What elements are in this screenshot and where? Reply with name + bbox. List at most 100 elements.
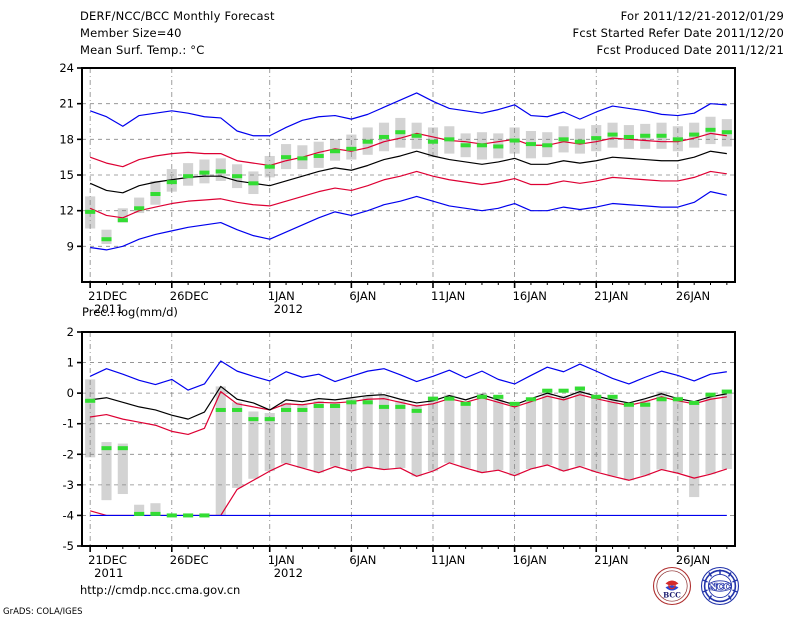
median-marker (101, 237, 112, 242)
spread-bar (248, 411, 259, 479)
spread-bar (362, 396, 373, 468)
x-tick-year-label: 2011 (94, 566, 123, 580)
median-marker (476, 143, 488, 148)
median-marker (232, 174, 243, 179)
median-marker (215, 407, 226, 412)
spread-bar (542, 389, 553, 465)
median-marker (281, 407, 292, 412)
website-url[interactable]: http://cmdp.ncc.cma.gov.cn (80, 583, 241, 597)
median-marker (640, 133, 651, 138)
median-marker (427, 396, 439, 401)
x-tick-label: 26JAN (676, 553, 710, 567)
ncc-logo: NCC (700, 566, 740, 606)
median-marker (640, 402, 651, 407)
median-marker (591, 394, 602, 399)
spread-bar (493, 396, 504, 471)
bottom-panel-variable-label: Prec.: log(mm/d) (82, 305, 178, 319)
x-tick-label: 26DEC (170, 553, 209, 567)
series-min-temperature (90, 191, 727, 251)
spread-bar (117, 443, 128, 495)
median-marker (362, 400, 373, 405)
member-size-label: Member Size=40 (80, 26, 182, 40)
spread-bars-precipitation (85, 379, 732, 516)
spread-bar (705, 394, 716, 475)
grads-credit: GrADS: COLA/IGES (3, 607, 83, 617)
x-tick-label: 21JAN (594, 289, 628, 303)
median-markers-precipitation (85, 386, 732, 518)
median-marker (411, 133, 422, 138)
x-tick-year-label: 2012 (274, 566, 303, 580)
median-marker (574, 139, 585, 144)
y-tick-label: 15 (59, 168, 74, 182)
median-marker (329, 149, 341, 154)
y-tick-label: -5 (63, 539, 74, 553)
x-tick-label: 21DEC (88, 289, 127, 303)
median-marker (166, 513, 177, 518)
agency-logos: BCC NCC (652, 566, 748, 606)
median-marker (509, 138, 520, 143)
median-marker (656, 397, 667, 402)
spread-bar (117, 208, 128, 223)
series-upper_quartile-precipitation (90, 391, 727, 436)
median-marker (313, 153, 324, 158)
x-tick-label: 16JAN (513, 289, 547, 303)
median-marker (378, 404, 390, 409)
y-tick-label: 0 (67, 386, 74, 400)
y-tick-label: -2 (63, 447, 74, 461)
median-marker (509, 401, 520, 406)
median-marker (542, 388, 553, 393)
spread-bar (346, 398, 357, 472)
plot-frame-precipitation (81, 331, 736, 547)
spread-bar (297, 404, 308, 469)
spread-bar (427, 396, 439, 472)
spread-bar (525, 397, 536, 469)
median-marker (444, 396, 455, 401)
median-marker (395, 404, 406, 409)
median-marker (183, 513, 194, 518)
median-marker (574, 386, 585, 391)
y-tick-label: 9 (67, 239, 74, 253)
median-marker (591, 136, 602, 141)
x-tick-label: 26JAN (676, 289, 710, 303)
median-marker (705, 127, 716, 132)
median-marker (689, 400, 700, 405)
median-marker (623, 402, 634, 407)
x-tick-label: 16JAN (513, 553, 547, 567)
median-marker (264, 417, 275, 422)
series-ensemble_mean-precipitation (90, 385, 727, 420)
forecast-produced-date-label: Fcst Produced Date 2011/12/21 (596, 43, 784, 57)
median-marker (607, 394, 618, 399)
spread-bar (281, 402, 292, 464)
spread-bar (656, 391, 667, 470)
x-tick-label: 1JAN (268, 553, 295, 567)
y-tick-label: 18 (59, 132, 74, 146)
spread-bar (215, 386, 226, 516)
median-markers-temperature (85, 127, 732, 242)
median-marker (85, 398, 96, 403)
median-marker (656, 133, 667, 138)
x-tick-label: 21DEC (88, 553, 127, 567)
x-tick-label: 26DEC (170, 289, 209, 303)
series-max-temperature (89, 92, 727, 137)
gridlines-precipitation (82, 332, 735, 547)
spread-bar (640, 399, 651, 476)
spread-bar (101, 442, 112, 501)
spread-bar (721, 389, 732, 469)
median-marker (134, 511, 145, 516)
series-max-precipitation (89, 360, 727, 391)
median-marker (215, 169, 226, 174)
spread-bar (574, 386, 585, 467)
page-title: DERF/NCC/BCC Monthly Forecast (80, 9, 275, 23)
median-marker (248, 417, 259, 422)
median-marker (117, 218, 128, 223)
spread-bar (313, 400, 324, 473)
spread-bar (150, 503, 161, 516)
x-tick-year-label: 2011 (94, 302, 123, 316)
median-marker (607, 132, 618, 137)
x-tick-year-label: 2012 (274, 302, 303, 316)
y-tick-label: 24 (59, 61, 74, 75)
spread-bar (476, 393, 488, 473)
median-marker (460, 401, 471, 406)
median-marker (346, 400, 357, 405)
